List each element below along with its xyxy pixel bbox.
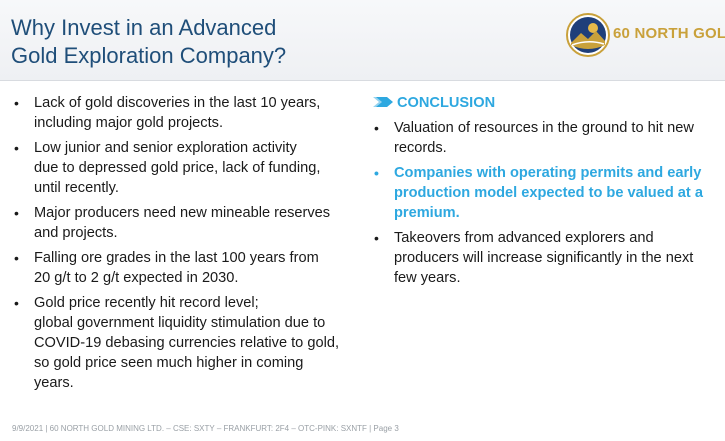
list-item: • Gold price recently hit record level; g… <box>12 293 352 393</box>
list-item-text: Gold price recently hit record level; gl… <box>34 295 340 391</box>
list-item: • Valuation of resources in the ground to… <box>372 118 717 158</box>
list-item-text: Major producers need new mineable reserv… <box>34 205 331 241</box>
logo-text: 60 NORTH GOLD <box>613 25 725 42</box>
list-item: • Takeovers from advanced explorers and p… <box>372 228 717 288</box>
slide-header: Why Invest in an Advanced Gold Explorati… <box>0 0 725 81</box>
bullet-icon: • <box>14 140 19 156</box>
bullet-icon: • <box>374 120 379 136</box>
mountain-sun-logo-icon <box>566 13 610 57</box>
list-item-text: Falling ore grades in the last 100 years… <box>34 250 319 286</box>
conclusion-label: CONCLUSION <box>397 95 496 111</box>
list-item: • Low junior and senior exploration activ… <box>12 138 352 198</box>
slide-footer: 9/9/2021 | 60 NORTH GOLD MINING LTD. – C… <box>12 424 399 433</box>
slide-title: Why Invest in an Advanced Gold Explorati… <box>11 15 287 68</box>
conclusion-panel: CONCLUSION • Valuation of resources in th… <box>372 93 717 293</box>
list-item-text: Low junior and senior exploration activi… <box>34 140 321 196</box>
bullet-icon: • <box>14 205 19 221</box>
conclusion-bullet-list: • Valuation of resources in the ground to… <box>372 118 717 288</box>
highlighted-list-item: • Companies with operating permits and ea… <box>372 163 717 223</box>
bullet-icon: • <box>374 230 379 246</box>
list-item-text: Valuation of resources in the ground to … <box>394 120 694 156</box>
list-item-text: Takeovers from advanced explorers and pr… <box>394 230 694 286</box>
list-item-text: Lack of gold discoveries in the last 10 … <box>34 95 321 131</box>
bullet-icon: • <box>14 295 19 311</box>
list-item: • Major producers need new mineable reser… <box>12 203 352 243</box>
bullet-icon: • <box>14 95 19 111</box>
company-logo: 60 NORTH GOLD <box>566 13 725 57</box>
conclusion-heading: CONCLUSION <box>372 93 717 113</box>
left-bullet-list: • Lack of gold discoveries in the last 10… <box>12 93 352 398</box>
bullet-icon: • <box>14 250 19 266</box>
bullet-icon: • <box>374 165 379 181</box>
list-item-text: Companies with operating permits and ear… <box>394 165 703 221</box>
list-item: • Lack of gold discoveries in the last 10… <box>12 93 352 133</box>
double-arrow-icon <box>373 97 393 107</box>
list-item: • Falling ore grades in the last 100 year… <box>12 248 352 288</box>
